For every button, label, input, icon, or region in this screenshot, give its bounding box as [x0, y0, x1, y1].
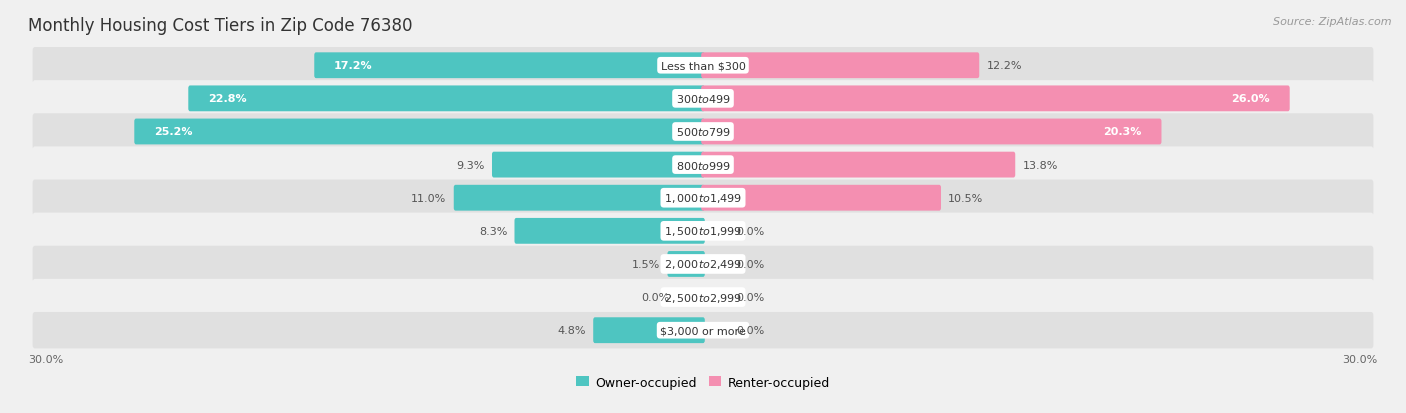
FancyBboxPatch shape — [188, 86, 704, 112]
Text: 0.0%: 0.0% — [737, 292, 765, 302]
FancyBboxPatch shape — [593, 318, 704, 343]
Text: 12.2%: 12.2% — [987, 61, 1022, 71]
Text: $1,000 to $1,499: $1,000 to $1,499 — [664, 192, 742, 205]
Text: 4.8%: 4.8% — [558, 325, 586, 335]
Text: 9.3%: 9.3% — [457, 160, 485, 170]
FancyBboxPatch shape — [32, 213, 1374, 249]
Text: 0.0%: 0.0% — [641, 292, 669, 302]
Text: $500 to $799: $500 to $799 — [675, 126, 731, 138]
FancyBboxPatch shape — [32, 48, 1374, 84]
Text: 17.2%: 17.2% — [335, 61, 373, 71]
Text: Less than $300: Less than $300 — [661, 61, 745, 71]
Text: Source: ZipAtlas.com: Source: ZipAtlas.com — [1274, 17, 1392, 26]
FancyBboxPatch shape — [32, 147, 1374, 183]
FancyBboxPatch shape — [702, 53, 979, 79]
Text: 25.2%: 25.2% — [155, 127, 193, 137]
Text: 13.8%: 13.8% — [1022, 160, 1057, 170]
Text: 30.0%: 30.0% — [1343, 354, 1378, 364]
FancyBboxPatch shape — [702, 152, 1015, 178]
Text: 0.0%: 0.0% — [737, 325, 765, 335]
Text: $300 to $499: $300 to $499 — [675, 93, 731, 105]
FancyBboxPatch shape — [135, 119, 704, 145]
FancyBboxPatch shape — [32, 114, 1374, 150]
Legend: Owner-occupied, Renter-occupied: Owner-occupied, Renter-occupied — [576, 376, 830, 389]
FancyBboxPatch shape — [315, 53, 704, 79]
FancyBboxPatch shape — [702, 119, 1161, 145]
FancyBboxPatch shape — [702, 185, 941, 211]
Text: 10.5%: 10.5% — [948, 193, 983, 203]
FancyBboxPatch shape — [32, 279, 1374, 316]
FancyBboxPatch shape — [32, 246, 1374, 282]
FancyBboxPatch shape — [32, 312, 1374, 349]
FancyBboxPatch shape — [454, 185, 704, 211]
Text: Monthly Housing Cost Tiers in Zip Code 76380: Monthly Housing Cost Tiers in Zip Code 7… — [28, 17, 412, 34]
Text: $2,000 to $2,499: $2,000 to $2,499 — [664, 258, 742, 271]
FancyBboxPatch shape — [702, 86, 1289, 112]
Text: 8.3%: 8.3% — [479, 226, 508, 236]
Text: 22.8%: 22.8% — [208, 94, 246, 104]
Text: 11.0%: 11.0% — [412, 193, 447, 203]
FancyBboxPatch shape — [492, 152, 704, 178]
Text: 0.0%: 0.0% — [737, 226, 765, 236]
Text: 0.0%: 0.0% — [737, 259, 765, 269]
Text: 20.3%: 20.3% — [1104, 127, 1142, 137]
Text: 1.5%: 1.5% — [633, 259, 661, 269]
FancyBboxPatch shape — [32, 180, 1374, 216]
Text: $3,000 or more: $3,000 or more — [661, 325, 745, 335]
FancyBboxPatch shape — [32, 81, 1374, 117]
FancyBboxPatch shape — [515, 218, 704, 244]
Text: $1,500 to $1,999: $1,500 to $1,999 — [664, 225, 742, 238]
Text: 30.0%: 30.0% — [28, 354, 63, 364]
Text: $800 to $999: $800 to $999 — [675, 159, 731, 171]
Text: $2,500 to $2,999: $2,500 to $2,999 — [664, 291, 742, 304]
FancyBboxPatch shape — [668, 252, 704, 277]
Text: 26.0%: 26.0% — [1232, 94, 1270, 104]
